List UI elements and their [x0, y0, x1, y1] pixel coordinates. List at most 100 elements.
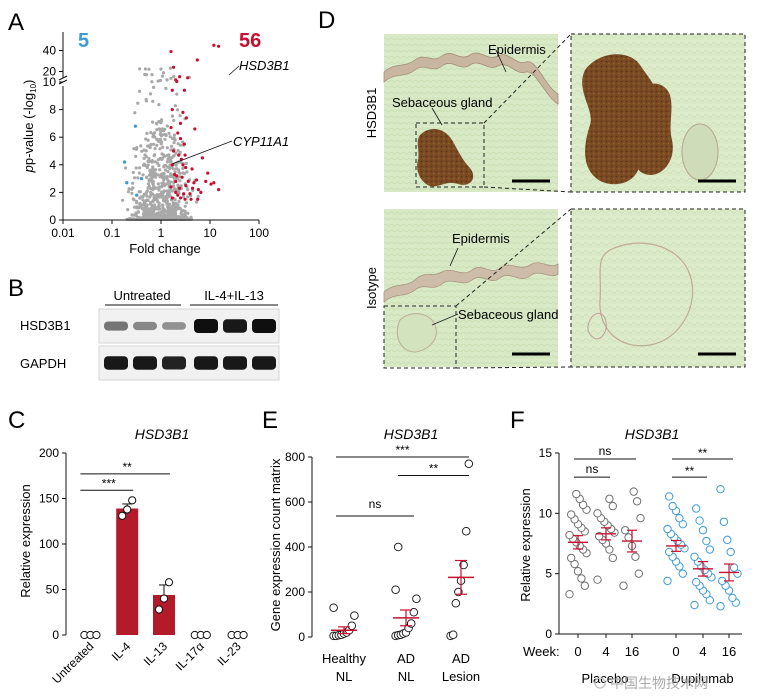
data-point: [464, 459, 474, 469]
up-point: [192, 181, 196, 185]
up-point: [209, 182, 213, 186]
data-point: [164, 578, 174, 587]
up-point: [171, 149, 176, 153]
neutral-point: [172, 176, 176, 180]
data-point: [723, 535, 732, 545]
up-point: [169, 49, 173, 54]
neutral-point: [151, 186, 155, 190]
neutral-point: [144, 190, 149, 194]
group-label-ad: AD: [452, 651, 470, 666]
neutral-point: [156, 182, 160, 186]
neutral-point: [165, 189, 169, 193]
category-label-il-13: IL-13: [141, 639, 170, 668]
neutral-point: [150, 212, 154, 216]
sebaceous-gland-unstained: [396, 313, 437, 353]
data-point: [716, 485, 725, 494]
neutral-point: [145, 166, 149, 170]
neutral-point: [166, 202, 170, 206]
band-hsd3b1-lane-3: [162, 322, 186, 330]
neutral-point: [181, 217, 186, 221]
volcano-axes: 0 2 4 6 8 10 40 20 0.01 0.1 1 10 100: [43, 32, 269, 240]
epidermis-arrow-bottom: [449, 247, 459, 267]
data-point: [329, 603, 338, 613]
neutral-point: [145, 175, 149, 179]
y-tick-label: 200: [285, 585, 305, 599]
watermark-text: 中国生物技术网: [610, 675, 708, 691]
y-tick-label: 10: [43, 75, 57, 89]
neutral-point: [141, 194, 145, 199]
y-tick-label: 10: [539, 506, 553, 520]
neutral-point: [127, 187, 131, 191]
neutral-point: [144, 99, 149, 103]
gland-zoom-stained-right: [635, 83, 673, 175]
neutral-point: [169, 148, 173, 152]
neutral-point: [146, 186, 150, 190]
neutral-point: [146, 198, 150, 203]
neutral-point: [184, 161, 188, 165]
neutral-point: [141, 173, 145, 177]
neutral-point: [167, 205, 171, 209]
neutral-point: [171, 154, 175, 158]
y-tick-label: 20: [43, 65, 57, 79]
neutral-point: [142, 156, 146, 160]
data-point: [128, 496, 137, 505]
neutral-point: [183, 204, 187, 208]
up-point: [171, 65, 176, 69]
panel-letter-c: C: [8, 407, 25, 434]
neutral-point: [157, 185, 161, 189]
neutral-point: [151, 135, 155, 139]
neutral-point: [137, 171, 141, 175]
neutral-point: [126, 208, 130, 212]
down-point: [139, 176, 144, 181]
data-point: [692, 577, 701, 587]
volcano-down-points: [122, 124, 144, 197]
panel-letter-f: F: [510, 407, 525, 434]
neutral-point: [131, 170, 135, 175]
panel-letter-d: D: [318, 7, 335, 34]
data-point: [567, 510, 576, 519]
data-point: [393, 542, 403, 552]
neutral-point: [145, 131, 149, 135]
western-blot: Untreated IL-4+IL-13 HSD3B1 GAPDH: [20, 288, 280, 381]
y-tick-label: 0: [298, 630, 305, 644]
axis-break-mark: [58, 75, 68, 81]
up-point: [188, 192, 192, 196]
neutral-point: [168, 194, 172, 198]
up-point: [183, 197, 187, 201]
bar-il-4: [116, 508, 139, 635]
neutral-point: [172, 118, 176, 122]
chart-f-title: HSD3B1: [625, 426, 679, 442]
neutral-point: [169, 207, 173, 211]
neutral-point: [196, 194, 200, 199]
chart-c-plot: 0 50 100 150 200 Untreated IL-4 IL-13 IL-17α IL-2…: [39, 446, 248, 686]
neutral-point: [145, 194, 149, 198]
neutral-point: [150, 181, 154, 185]
neutral-point: [153, 175, 158, 179]
neutral-point: [141, 198, 145, 202]
neutral-point: [121, 198, 125, 202]
data-point: [159, 594, 169, 603]
group-sublabel-nl: NL: [336, 669, 353, 684]
neutral-point: [175, 167, 179, 171]
neutral-point: [140, 206, 144, 211]
data-point: [565, 589, 574, 599]
band-hsd3b1-lane-6: [252, 319, 276, 333]
neutral-point: [157, 203, 161, 208]
neutral-point: [160, 190, 164, 194]
up-point: [175, 79, 179, 84]
data-point: [729, 563, 739, 572]
neutral-point: [137, 89, 142, 93]
neutral-point: [183, 211, 187, 215]
data-point: [702, 536, 711, 546]
neutral-point: [148, 168, 153, 172]
down-regulated-count: 5: [78, 30, 89, 52]
neutral-point: [151, 165, 155, 169]
significance-label: ***: [395, 443, 409, 457]
up-point: [199, 190, 203, 194]
group-label-healthy: Healthy: [322, 651, 367, 666]
chart-e-plot: 0200400600800HealthyNLADNLADLesionns****…: [285, 443, 480, 684]
x-tick-label: 10: [203, 226, 217, 240]
y-tick-label: 15: [539, 446, 553, 460]
significance-label: ***: [102, 476, 116, 490]
up-point: [181, 163, 185, 167]
